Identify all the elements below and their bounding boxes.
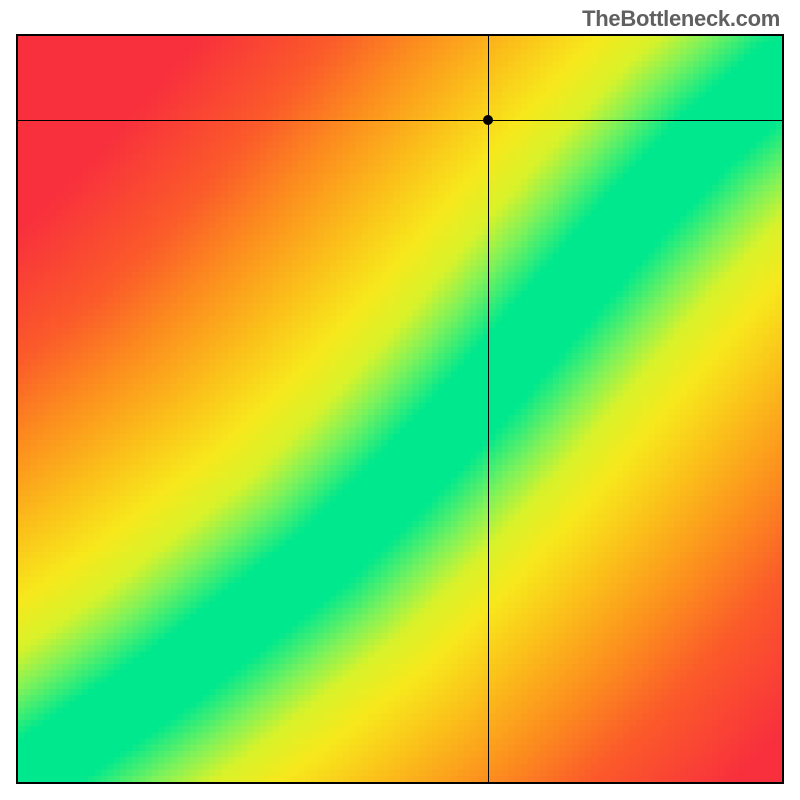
crosshair-vertical: [488, 36, 489, 782]
watermark-text: TheBottleneck.com: [582, 6, 780, 32]
figure-container: TheBottleneck.com: [0, 0, 800, 800]
crosshair-horizontal: [18, 120, 782, 121]
marker-dot: [483, 115, 493, 125]
heatmap-canvas: [18, 36, 782, 782]
heatmap-chart: [16, 34, 784, 784]
